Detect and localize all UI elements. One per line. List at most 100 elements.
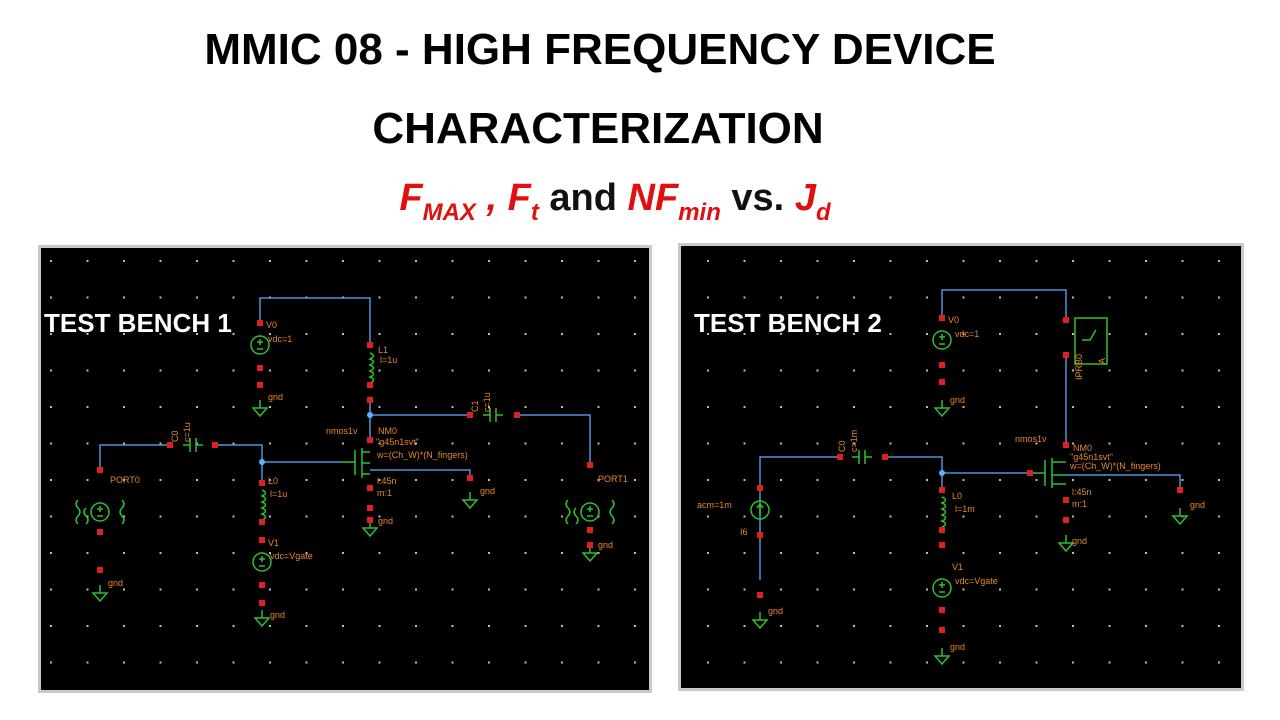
component-label: NM0 [378, 426, 397, 436]
pin [587, 542, 593, 548]
sym: vs. [721, 177, 795, 219]
pin [939, 627, 945, 633]
shape [1074, 317, 1108, 365]
pin [167, 442, 173, 448]
component-label: c=1u [482, 392, 492, 412]
pin [1063, 442, 1069, 448]
component-label: w=(Ch_W)*(N_fingers) [376, 450, 468, 460]
pin [367, 517, 373, 523]
pin [939, 607, 945, 613]
component-label: gnd [1072, 536, 1087, 546]
pin [97, 567, 103, 573]
pin [367, 342, 373, 348]
pin [939, 527, 945, 533]
component-label: gnd [1190, 500, 1205, 510]
pin [467, 412, 473, 418]
component-label: c=1m [849, 430, 859, 452]
component-label: c=1u [182, 422, 192, 442]
pin [367, 505, 373, 511]
component-label: acm=1m [697, 500, 732, 510]
component-label: nmos1v [326, 426, 358, 436]
bench-1: TEST BENCH 1 V0 vdc=1 gnd L1 l=1u C1 c=1… [38, 245, 652, 693]
component-label: gnd [270, 610, 285, 620]
pin [587, 527, 593, 533]
component-label: "g45n1svt" [1070, 452, 1113, 462]
component-label: vdc=Vgate [270, 551, 313, 561]
pin [1063, 317, 1069, 323]
sym: NF [628, 177, 680, 219]
component-label: V0 [948, 315, 959, 325]
pin [259, 600, 265, 606]
pin [939, 487, 945, 493]
shape [939, 470, 945, 476]
component-label: IPRB0 [1074, 354, 1084, 380]
pin [587, 462, 593, 468]
component-label: m:1 [1072, 499, 1087, 509]
pin [882, 454, 888, 460]
title-line: CHARACTERIZATION [372, 104, 823, 153]
component-label: C1 [470, 400, 480, 412]
sym: F [399, 177, 424, 219]
pin [367, 397, 373, 403]
component-label: l:45n [377, 476, 397, 486]
component-label: PORT1 [598, 474, 628, 484]
shape [97, 320, 593, 606]
pin [1063, 497, 1069, 503]
wire [340, 448, 370, 478]
pin [97, 467, 103, 473]
component-label: "g45n1svt" [376, 437, 419, 447]
shape [259, 459, 265, 465]
sym: and [539, 177, 628, 219]
subscript: MAX [423, 199, 478, 226]
component-label: NM0 [1073, 443, 1092, 453]
component-label: V1 [268, 538, 279, 548]
component-label: gnd [268, 392, 283, 402]
component-label: V0 [266, 320, 277, 330]
component-label: gnd [768, 606, 783, 616]
component-label: L1 [378, 345, 388, 355]
sym: J [795, 177, 817, 219]
component-label: gnd [598, 540, 613, 550]
component-label: C0 [837, 440, 847, 452]
pin [257, 382, 263, 388]
heading: TEST BENCH 2 [694, 308, 882, 338]
sym: F [508, 177, 533, 219]
shape [367, 412, 373, 418]
component-label: gnd [480, 486, 495, 496]
heading: TEST BENCH 1 [44, 308, 232, 338]
pin [257, 320, 263, 326]
component-label: vdc=Vgate [955, 576, 998, 586]
title-line: MMIC 08 - HIGH FREQUENCY DEVICE [204, 25, 995, 74]
component-label: m:1 [377, 488, 392, 498]
component-label: vdc=1 [268, 334, 292, 344]
pin [757, 592, 763, 598]
pin [757, 485, 763, 491]
component-label: l=1u [270, 489, 287, 499]
sym: , [476, 177, 508, 219]
subscript: t [531, 199, 540, 226]
pin [259, 519, 265, 525]
pin [757, 532, 763, 538]
pin [1177, 487, 1183, 493]
component-label: l:45n [1072, 487, 1092, 497]
component-label: gnd [108, 578, 123, 588]
shape [681, 246, 1241, 688]
pin [212, 442, 218, 448]
pin [939, 362, 945, 368]
component-label: L0 [952, 491, 962, 501]
pin [467, 475, 473, 481]
pin [514, 412, 520, 418]
pin [259, 537, 265, 543]
shape [41, 248, 649, 690]
bench-2: TEST BENCH 2 V0 vdc=1 gnd IPRB0 A C0 c=1… [678, 243, 1244, 691]
pin [939, 315, 945, 321]
component-label: nmos1v [1015, 434, 1047, 444]
pin [257, 365, 263, 371]
component-label: gnd [950, 395, 965, 405]
pin [367, 382, 373, 388]
component-label: V1 [952, 562, 963, 572]
component-label: I6 [740, 527, 748, 537]
pin [97, 529, 103, 535]
subtitle: FMAX , Ft and NFmin vs. Jd [399, 177, 832, 226]
